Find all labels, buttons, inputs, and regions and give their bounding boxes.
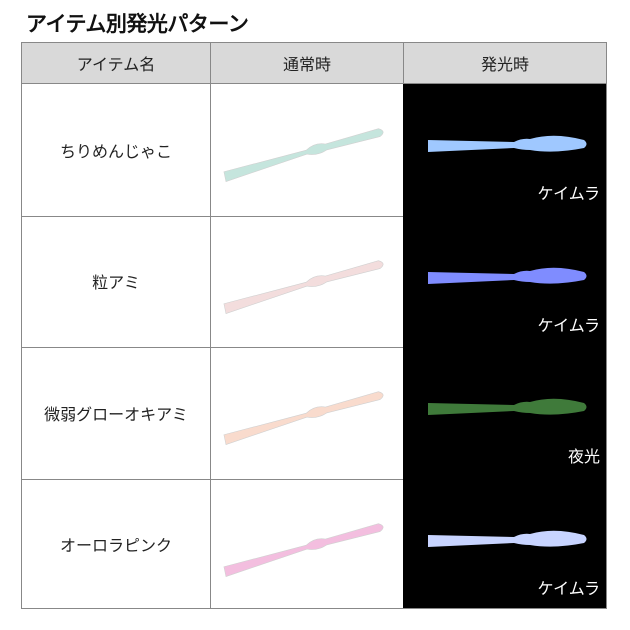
item-name: ちりめんじゃこ	[59, 141, 172, 161]
glow-pattern-table: アイテム名 通常時 発光時 ちりめんじゃこ ケイムラ 粒アミ ケイムラ 微弱グローオキア…	[21, 42, 607, 609]
glow-photo: ケイムラ	[404, 84, 608, 215]
header-item-name: アイテム名	[22, 43, 210, 84]
normal-photo	[211, 84, 403, 215]
glow-column-background	[403, 84, 606, 608]
normal-photo	[211, 216, 403, 347]
glow-photo: ケイムラ	[404, 216, 608, 347]
glow-type-label: ケイムラ	[537, 184, 600, 203]
glow-type-label: ケイムラ	[537, 315, 600, 335]
glow-photo: ケイムラ	[404, 479, 608, 610]
item-name: 微弱グローオキアミ	[44, 404, 188, 424]
page-title: アイテム別発光パターン	[26, 12, 249, 36]
glow-photo: 夜光	[404, 347, 608, 478]
normal-photo	[211, 347, 403, 478]
item-name: 粒アミ	[92, 273, 140, 292]
normal-photo	[211, 479, 403, 610]
glow-type-label: 夜光	[567, 447, 600, 466]
item-name: オーロラピンク	[59, 536, 172, 555]
glow-type-label: ケイムラ	[537, 578, 600, 598]
header-normal: 通常時	[211, 43, 403, 84]
header-glow: 発光時	[404, 43, 606, 84]
